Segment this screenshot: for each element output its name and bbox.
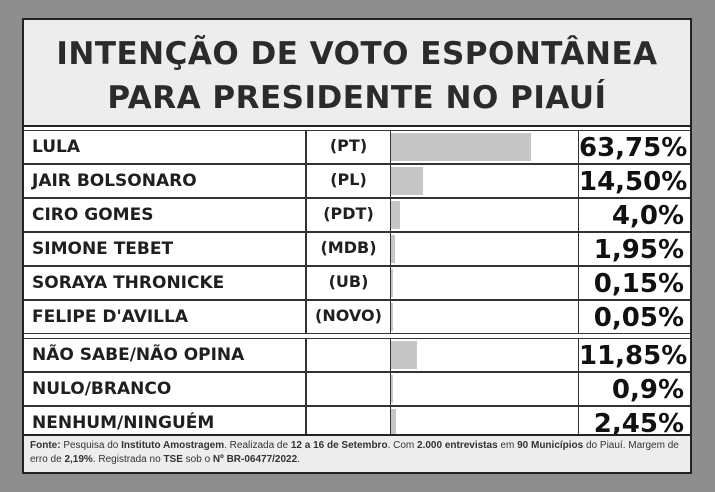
poll-card: INTENÇÃO DE VOTO ESPONTÂNEA PARA PRESIDE… bbox=[22, 18, 692, 474]
title-line-1: INTENÇÃO DE VOTO ESPONTÂNEA bbox=[56, 36, 658, 72]
table-row: LULA (PT) 63,75% bbox=[24, 130, 690, 164]
party-label: (NOVO) bbox=[306, 300, 391, 334]
table-row: JAIR BOLSONARO (PL) 14,50% bbox=[24, 164, 690, 198]
party-label: (PT) bbox=[306, 130, 391, 164]
bar bbox=[391, 201, 400, 229]
percent-label: 0,15% bbox=[578, 266, 690, 300]
bar bbox=[391, 133, 532, 161]
bar-track bbox=[391, 164, 578, 198]
source-interviews: 2.000 entrevistas bbox=[417, 440, 498, 451]
candidate-name: NULO/BRANCO bbox=[24, 372, 306, 406]
table-row: FELIPE D'AVILLA (NOVO) 0,05% bbox=[24, 300, 690, 334]
bar bbox=[391, 375, 393, 403]
candidate-name: NÃO SABE/NÃO OPINA bbox=[24, 338, 306, 372]
source-dates: 12 a 16 de Setembro bbox=[290, 440, 388, 451]
source-text-4: em bbox=[497, 440, 518, 451]
bar-track bbox=[391, 198, 578, 232]
table-row: CIRO GOMES (PDT) 4,0% bbox=[24, 198, 690, 232]
source-text-3: . Com bbox=[387, 440, 418, 451]
source-tse: TSE bbox=[163, 454, 183, 465]
candidate-name: LULA bbox=[24, 130, 306, 164]
source-label: Fonte: bbox=[30, 440, 61, 451]
source-text-8: . bbox=[297, 454, 300, 465]
bar-track bbox=[391, 266, 578, 300]
table-row: SIMONE TEBET (MDB) 1,95% bbox=[24, 232, 690, 266]
party-label: (PL) bbox=[306, 164, 391, 198]
candidate-name: FELIPE D'AVILLA bbox=[24, 300, 306, 334]
bar bbox=[391, 341, 418, 369]
bar-track bbox=[391, 338, 578, 372]
candidate-name: SIMONE TEBET bbox=[24, 232, 306, 266]
source-margin: 2,19% bbox=[64, 454, 93, 465]
percent-label: 1,95% bbox=[578, 232, 690, 266]
source-registration: Nº BR-06477/2022 bbox=[212, 454, 298, 465]
chart-title: INTENÇÃO DE VOTO ESPONTÂNEA PARA PRESIDE… bbox=[24, 20, 690, 127]
percent-label: 14,50% bbox=[578, 164, 690, 198]
percent-label: 63,75% bbox=[578, 130, 690, 164]
source-note: Fonte: Pesquisa do Instituto Amostragem.… bbox=[24, 434, 690, 472]
candidate-name: JAIR BOLSONARO bbox=[24, 164, 306, 198]
source-text-5: do Piauí. Margem de erro de bbox=[30, 440, 679, 465]
candidate-name: SORAYA THRONICKE bbox=[24, 266, 306, 300]
bar bbox=[391, 235, 396, 263]
bar bbox=[391, 167, 423, 195]
source-text-2: . Realizada de bbox=[224, 440, 291, 451]
source-text-7: sob o bbox=[182, 454, 213, 465]
title-line-2: PARA PRESIDENTE NO PIAUÍ bbox=[107, 80, 607, 116]
bar bbox=[391, 269, 393, 297]
bar-track bbox=[391, 372, 578, 406]
table-row: SORAYA THRONICKE (UB) 0,15% bbox=[24, 266, 690, 300]
party-label bbox=[306, 338, 391, 372]
percent-label: 0,9% bbox=[578, 372, 690, 406]
bar-track bbox=[391, 232, 578, 266]
source-text-1: Pesquisa do bbox=[60, 440, 122, 451]
source-municipalities: 90 Municípios bbox=[517, 440, 584, 451]
party-label bbox=[306, 372, 391, 406]
source-institute: Instituto Amostragem bbox=[121, 440, 225, 451]
bar bbox=[391, 409, 397, 437]
table-row: NÃO SABE/NÃO OPINA 11,85% bbox=[24, 338, 690, 372]
party-label: (PDT) bbox=[306, 198, 391, 232]
source-text-6: . Registrada no bbox=[92, 454, 164, 465]
party-label: (UB) bbox=[306, 266, 391, 300]
party-label: (MDB) bbox=[306, 232, 391, 266]
percent-label: 4,0% bbox=[578, 198, 690, 232]
table-row: NULO/BRANCO 0,9% bbox=[24, 372, 690, 406]
bar bbox=[391, 303, 393, 331]
bar-track bbox=[391, 300, 578, 334]
percent-label: 11,85% bbox=[578, 338, 690, 372]
candidate-name: CIRO GOMES bbox=[24, 198, 306, 232]
bar-track bbox=[391, 130, 578, 164]
percent-label: 0,05% bbox=[578, 300, 690, 334]
